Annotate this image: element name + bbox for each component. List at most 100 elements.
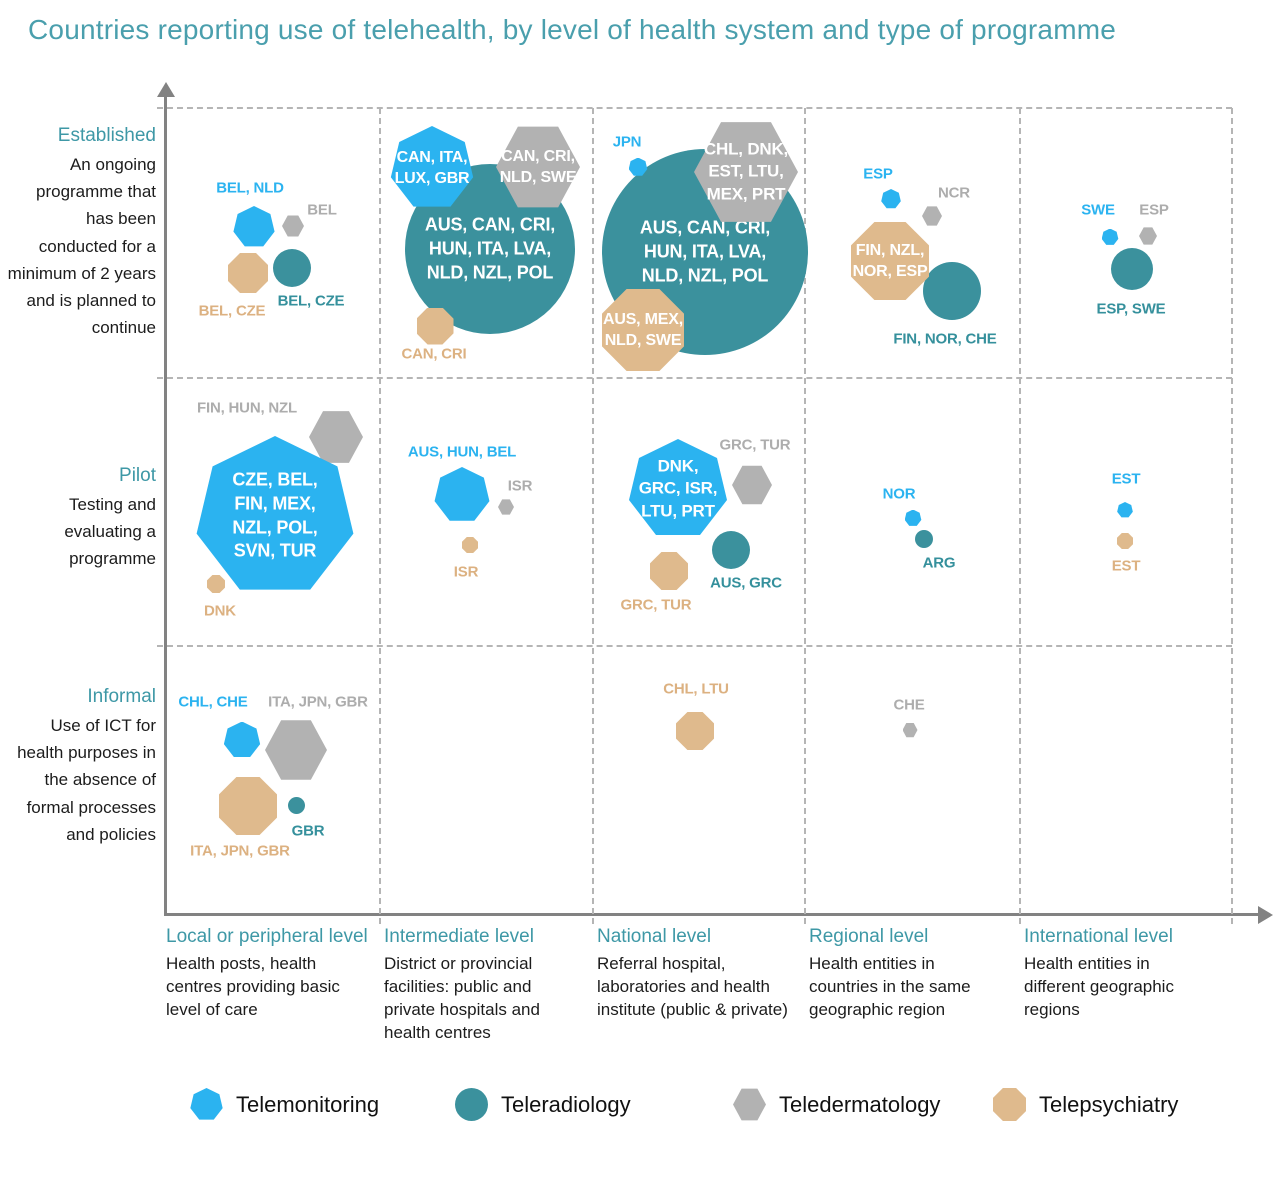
bubble-countries-label: CHL, LTU (663, 680, 729, 698)
bubble-countries-label: EST (1111, 470, 1141, 488)
bubble-telepsychiatry (416, 307, 454, 345)
x-axis-category-label: International level (1024, 926, 1173, 947)
bubble-countries-label: ISR (507, 477, 533, 495)
bubble-telemonitoring (390, 126, 474, 207)
y-axis-category: Established An ongoing programme that has… (6, 125, 156, 341)
teledermatology-legend-icon (733, 1088, 766, 1121)
bubble-countries-label: DNK (204, 602, 236, 620)
legend-label: Teledermatology (779, 1091, 941, 1117)
bubble-countries-label: SWE (1081, 201, 1115, 219)
x-axis-category-label: Regional level (809, 926, 929, 947)
bubble-countries-label: CHL, CHE (178, 693, 248, 711)
teleradiology-legend-icon (455, 1088, 488, 1121)
bubble-countries-label: CZE, BEL, FIN, MEX, NZL, POL, SVN, TUR (232, 469, 318, 561)
legend-label: Telemonitoring (236, 1091, 380, 1117)
x-axis-category-label: Local or peripheral level (166, 926, 368, 947)
bubble-teledermatology (282, 215, 304, 237)
bubble-telemonitoring (233, 206, 275, 247)
bubble-telemonitoring (629, 439, 727, 535)
y-axis-category-description: An ongoing programme that has been condu… (7, 155, 156, 338)
x-axis-line (164, 913, 1262, 916)
bubble-teledermatology (732, 465, 772, 505)
chart-title: Countries reporting use of telehealth, b… (28, 14, 1117, 45)
y-axis-category-label: Established (57, 125, 156, 146)
x-axis-category-description: Referral hospital, laboratories and heal… (597, 954, 788, 1020)
bubble-countries-label: AUS, HUN, BEL (407, 443, 517, 461)
bubble-teleradiology (923, 262, 981, 320)
legend-item: Telepsychiatry (993, 1088, 1178, 1121)
bubble-teleradiology (915, 530, 933, 548)
y-axis-category-label: Informal (87, 686, 156, 707)
grid-line-horizontal (157, 107, 1232, 109)
bubble-telemonitoring (434, 467, 490, 521)
bubble-countries-label: FIN, NOR, CHE (893, 330, 997, 348)
grid-line-vertical (1231, 108, 1233, 924)
bubble-countries-label: ITA, JPN, GBR (190, 842, 290, 860)
bubble-teleradiology (287, 796, 305, 814)
bubble-countries-label: GRC, TUR (620, 596, 692, 614)
bubble-telemonitoring (881, 189, 901, 209)
bubble-countries-label: NOR (882, 485, 916, 503)
bubble-countries-label: ARG (922, 554, 956, 572)
bubble-telepsychiatry (851, 222, 929, 300)
legend-item: Telemonitoring (190, 1088, 379, 1121)
bubble-countries-label: DNK, GRC, ISR, LTU, PRT (638, 456, 718, 521)
y-axis-category: Informal Use of ICT for health purposes i… (6, 686, 156, 848)
y-axis-category-label: Pilot (119, 465, 156, 486)
bubble-countries-label: JPN (612, 133, 642, 151)
bubble-telepsychiatry (207, 575, 225, 593)
legend-item: Teleradiology (455, 1088, 631, 1121)
bubble-teledermatology (265, 720, 327, 780)
legend-item: Teledermatology (733, 1088, 940, 1121)
bubble-countries-label: ESP (863, 165, 893, 183)
bubble-telemonitoring (1101, 228, 1119, 245)
legend-label: Telepsychiatry (1039, 1091, 1179, 1117)
bubble-teledermatology (1139, 227, 1157, 245)
bubble-countries-label: CHE (893, 696, 925, 714)
bubble-countries-label: BEL, CZE (198, 302, 266, 320)
y-axis-line (164, 92, 167, 916)
grid-line-vertical (592, 108, 594, 924)
x-axis-category: International level Health entities in di… (1024, 926, 1214, 1021)
bubble-countries-label: ESP (1139, 201, 1169, 219)
grid-line-horizontal (157, 645, 1232, 647)
x-axis-category-description: Health posts, health centres providing b… (166, 954, 340, 1020)
legend-label: Teleradiology (501, 1091, 631, 1117)
bubble-telepsychiatry (676, 712, 714, 750)
bubble-countries-label: ITA, JPN, GBR (268, 693, 368, 711)
x-axis-category-description: Health entities in different geographic … (1024, 954, 1174, 1020)
y-axis-category-description: Use of ICT for health purposes in the ab… (17, 716, 156, 844)
bubble-telemonitoring (196, 436, 354, 590)
grid-line-vertical (804, 108, 806, 924)
bubble-countries-label: GRC, TUR (719, 436, 791, 454)
bubble-teleradiology (1111, 248, 1153, 290)
x-axis-category-label: National level (597, 926, 712, 947)
telepsychiatry-legend-icon (993, 1088, 1026, 1121)
bubble-teleradiology (273, 249, 311, 287)
bubble-countries-label: EST (1111, 557, 1141, 575)
telemonitoring-legend-icon (190, 1088, 223, 1120)
grid-line-horizontal (157, 377, 1232, 379)
bubble-teledermatology (902, 722, 918, 738)
bubble-countries-label: CAN, CRI (401, 345, 467, 363)
x-axis-category: Regional level Health entities in countri… (809, 926, 1007, 1021)
bubble-teledermatology (922, 206, 942, 226)
bubble-countries-label: CAN, CRI, NLD, SWE (499, 147, 577, 186)
bubble-telemonitoring (1117, 502, 1133, 518)
grid-line-vertical (1019, 108, 1021, 924)
bubble-telepsychiatry (462, 537, 478, 553)
bubble-countries-label: GBR (291, 822, 325, 840)
bubble-telepsychiatry (1117, 533, 1133, 549)
bubble-countries-label: AUS, MEX, NLD, SWE (603, 310, 683, 349)
bubble-telemonitoring (628, 157, 648, 176)
bubble-teleradiology (712, 531, 750, 569)
x-axis-category-description: District or provincial facilities: publi… (384, 954, 540, 1043)
grid-line-vertical (379, 108, 381, 924)
bubble-telepsychiatry (228, 253, 268, 293)
bubble-countries-label: CAN, ITA, LUX, GBR (394, 148, 470, 187)
bubble-telepsychiatry (219, 777, 277, 835)
bubble-countries-label: AUS, GRC (710, 574, 782, 592)
bubble-countries-label: ISR (453, 563, 479, 581)
bubble-countries-label: FIN, NZL, NOR, ESP (852, 241, 928, 280)
